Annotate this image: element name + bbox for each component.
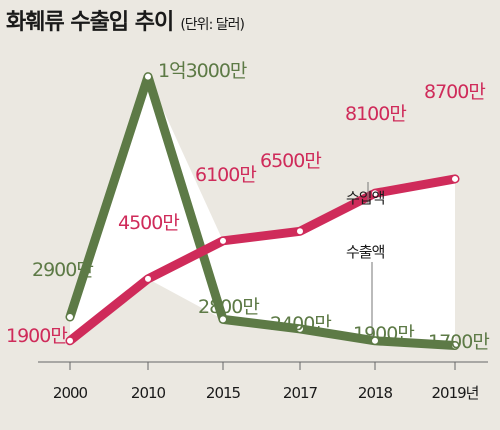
import-line bbox=[65, 174, 460, 346]
export-label-1: 1억3000만 bbox=[158, 60, 247, 82]
chart-title: 화훼류 수출입 추이 bbox=[6, 10, 174, 35]
export-series-name: 수출액 bbox=[346, 243, 385, 261]
x-tick-label-4: 2018 bbox=[358, 384, 393, 402]
export-label-4: 1900만 bbox=[353, 323, 414, 345]
export-line bbox=[65, 72, 460, 351]
import-point-0 bbox=[67, 337, 73, 344]
import-point-3 bbox=[297, 228, 303, 235]
x-tick-label-2: 2015 bbox=[206, 384, 241, 402]
import-point-5 bbox=[452, 175, 458, 182]
import-label-4: 8100만 bbox=[345, 103, 406, 125]
import-label-2: 6100만 bbox=[195, 164, 256, 186]
chart-title-block: 화훼류 수출입 추이 (단위: 달러) bbox=[6, 4, 245, 36]
import-point-2 bbox=[220, 237, 226, 244]
export-point-5 bbox=[452, 342, 458, 349]
export-point-3 bbox=[297, 325, 303, 332]
x-tick-label-3: 2017 bbox=[283, 384, 318, 402]
x-axis: 2000 2010 2015 2017 2018 2019년 bbox=[38, 361, 488, 402]
export-label-0: 2900만 bbox=[32, 259, 93, 281]
export-label-5: 1700만 bbox=[428, 331, 489, 353]
import-label-0: 1900만 bbox=[6, 325, 67, 347]
x-tick-label-5: 2019년 bbox=[432, 384, 479, 402]
data-points bbox=[67, 73, 458, 349]
export-label-3: 2400만 bbox=[270, 313, 331, 335]
export-point-0 bbox=[67, 313, 73, 320]
import-label-1: 4500만 bbox=[118, 212, 179, 234]
x-tick-label-1: 2010 bbox=[131, 384, 166, 402]
import-label-3: 6500만 bbox=[260, 150, 321, 172]
export-point-1 bbox=[145, 73, 151, 80]
import-label-5: 8700만 bbox=[424, 81, 485, 103]
series-lines bbox=[65, 72, 460, 351]
x-tick-label-0: 2000 bbox=[53, 384, 88, 402]
import-series-name: 수입액 bbox=[346, 189, 385, 207]
export-point-2 bbox=[220, 316, 226, 323]
import-point-1 bbox=[145, 275, 151, 282]
export-label-2: 2800만 bbox=[198, 296, 259, 318]
unit-label: (단위: 달러) bbox=[180, 17, 245, 33]
leader-lines bbox=[367, 182, 373, 337]
import-point-4 bbox=[372, 190, 378, 197]
export-point-4 bbox=[372, 337, 378, 344]
